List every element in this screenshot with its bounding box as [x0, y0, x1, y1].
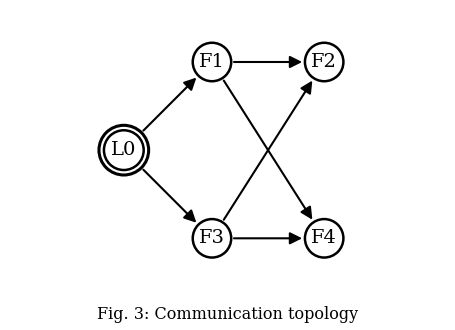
Text: F2: F2: [311, 53, 336, 71]
Text: F4: F4: [311, 229, 336, 247]
Circle shape: [99, 125, 148, 175]
Text: F3: F3: [198, 229, 224, 247]
Text: Fig. 3: Communication topology: Fig. 3: Communication topology: [97, 306, 358, 323]
Circle shape: [192, 219, 231, 257]
Circle shape: [304, 43, 343, 81]
Circle shape: [192, 43, 231, 81]
Circle shape: [304, 219, 343, 257]
Text: F1: F1: [198, 53, 224, 71]
Text: L0: L0: [111, 141, 136, 159]
